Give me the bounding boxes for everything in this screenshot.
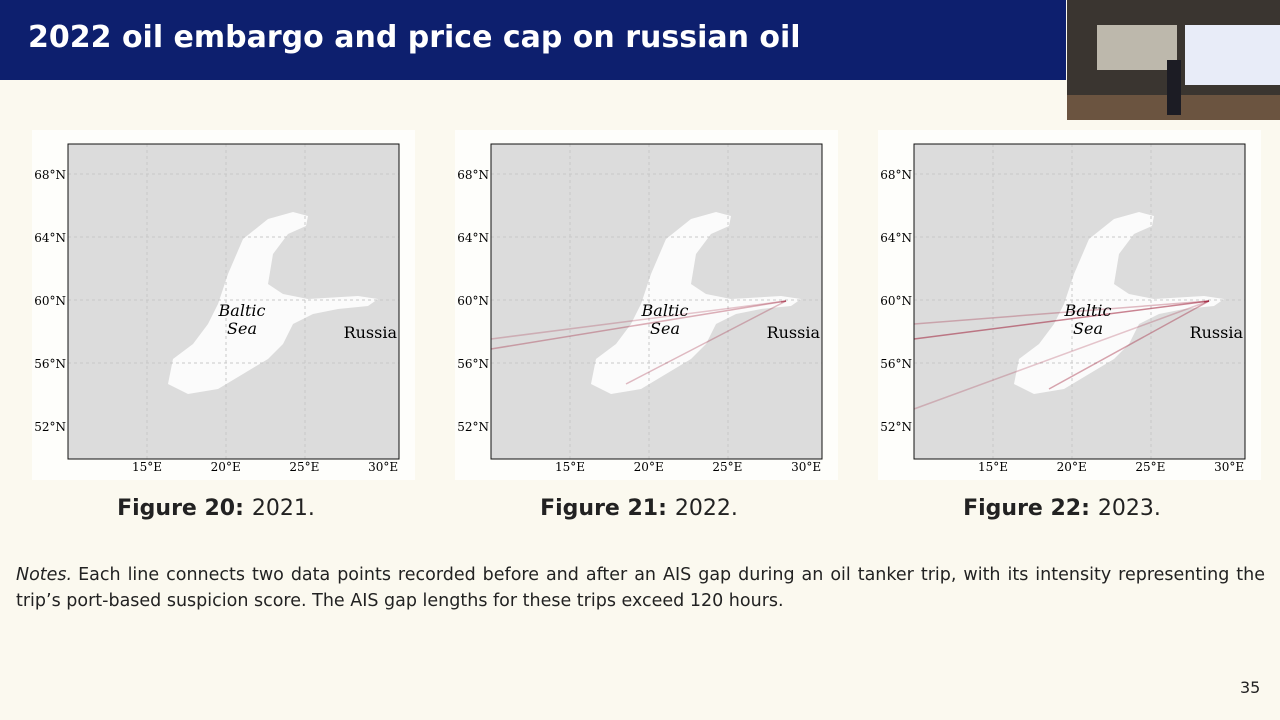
lon-label: 20°E — [1057, 460, 1087, 474]
figure-caption: Figure 20: 2021. — [117, 496, 315, 521]
caption-label: Figure 20: — [117, 496, 244, 521]
sea-label: Baltic — [1064, 301, 1112, 320]
lon-label: 20°E — [634, 460, 664, 474]
route — [625, 300, 787, 385]
country-label: Russia — [344, 323, 398, 342]
sea-label: Sea — [227, 319, 257, 338]
map-frame — [67, 143, 400, 460]
lat-label: 68°N — [457, 168, 489, 182]
caption-text: 2022. — [674, 496, 738, 521]
caption-text: 2021. — [251, 496, 315, 521]
lat-label: 60°N — [880, 294, 912, 308]
page-number: 35 — [1240, 678, 1261, 697]
route — [1203, 300, 1210, 303]
lon-label: 25°E — [289, 460, 319, 474]
sea-label: Sea — [650, 319, 680, 338]
country-label: Russia — [767, 323, 821, 342]
sea — [1014, 212, 1224, 394]
route — [913, 300, 1210, 325]
notes: Notes. Each line connects two data points… — [16, 562, 1265, 614]
route — [913, 300, 1210, 410]
figure-caption: Figure 21: 2022. — [540, 496, 738, 521]
lat-label: 64°N — [457, 231, 489, 245]
figures: 68°N 64°N 60°N 56°N 52°N 15°E 20°E 25°E 30°E Balt… — [32, 130, 1261, 480]
notes-label: Notes. — [16, 565, 73, 585]
notes-text: Each line connects two data points recor… — [16, 565, 1265, 611]
lat-label: 52°N — [880, 420, 912, 434]
map-frame — [490, 143, 823, 460]
lat-label: 52°N — [34, 420, 66, 434]
map: 68°N 64°N 60°N 56°N 52°N 15°E 20°E 25°E 30°E Balt… — [880, 143, 1246, 474]
lat-label: 64°N — [880, 231, 912, 245]
lon-label: 15°E — [978, 460, 1008, 474]
map: 68°N 64°N 60°N 56°N 52°N 15°E 20°E 25°E 30°E Balt… — [457, 143, 823, 474]
lat-label: 60°N — [457, 294, 489, 308]
map: 68°N 64°N 60°N 56°N 52°N 15°E 20°E 25°E 30°E Balt… — [34, 143, 400, 474]
route — [913, 300, 1210, 340]
lon-label: 30°E — [791, 460, 821, 474]
country-label: Russia — [1190, 323, 1244, 342]
sea — [168, 212, 378, 394]
lon-label: 15°E — [555, 460, 585, 474]
lat-label: 56°N — [34, 357, 66, 371]
caption-label: Figure 21: — [540, 496, 667, 521]
caption-text: 2023. — [1097, 496, 1161, 521]
webcam-overlay — [1067, 0, 1280, 120]
lat-label: 56°N — [457, 357, 489, 371]
lat-label: 64°N — [34, 231, 66, 245]
sea — [591, 212, 801, 394]
lon-label: 25°E — [712, 460, 742, 474]
lon-label: 30°E — [1214, 460, 1244, 474]
lat-label: 56°N — [880, 357, 912, 371]
lat-label: 60°N — [34, 294, 66, 308]
map-frame — [913, 143, 1246, 460]
lon-label: 30°E — [368, 460, 398, 474]
lon-label: 15°E — [132, 460, 162, 474]
figure-caption: Figure 22: 2023. — [963, 496, 1161, 521]
lat-label: 52°N — [457, 420, 489, 434]
route — [490, 300, 787, 350]
route — [1048, 300, 1210, 390]
slide-title: 2022 oil embargo and price cap on russia… — [28, 20, 801, 55]
caption-label: Figure 22: — [963, 496, 1090, 521]
lat-label: 68°N — [880, 168, 912, 182]
lat-label: 68°N — [34, 168, 66, 182]
sea-label: Sea — [1073, 319, 1103, 338]
route — [490, 300, 787, 340]
lon-label: 25°E — [1135, 460, 1165, 474]
header-bar: 2022 oil embargo and price cap on russia… — [0, 0, 1066, 80]
route — [780, 300, 787, 303]
lon-label: 20°E — [211, 460, 241, 474]
sea-label: Baltic — [641, 301, 689, 320]
sea-label: Baltic — [218, 301, 266, 320]
